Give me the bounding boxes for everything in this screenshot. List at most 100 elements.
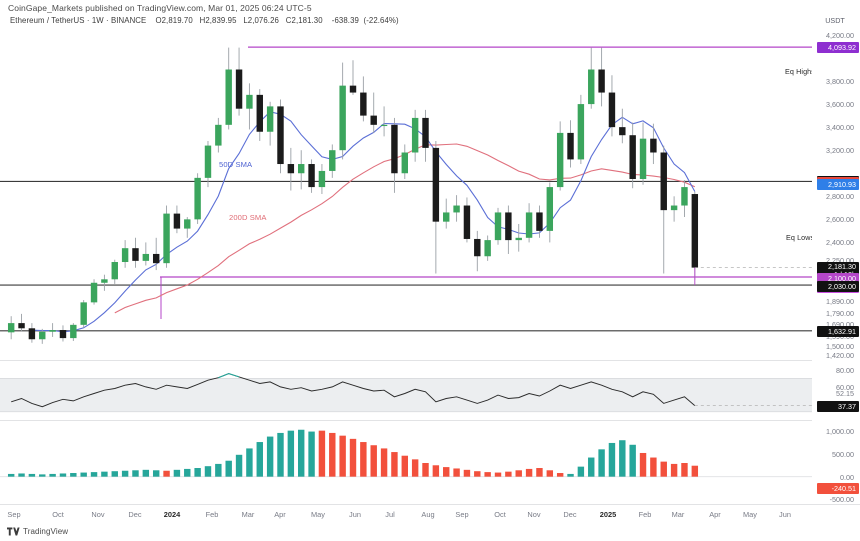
rsi-panel[interactable] <box>0 362 812 420</box>
time-axis-month-label: May <box>743 510 757 519</box>
price-scale[interactable]: USDT 4,200.00 3,800.00 3,600.00 3,400.00 3,2… <box>812 16 860 504</box>
time-axis-month-label: Dec <box>563 510 577 519</box>
time-axis-month-label: Sep <box>455 510 469 519</box>
price-tick: 1,790.00 <box>826 308 854 318</box>
sma200-annotation: 200D SMA <box>229 213 267 222</box>
histogram-bar <box>598 449 605 477</box>
time-axis-month-label: Mar <box>241 510 255 519</box>
candle-body <box>349 85 357 93</box>
eq-highs-annotation: Eq Highs <box>785 67 815 76</box>
rsi-value-pill: 37.37 <box>817 400 859 412</box>
attribution-text: CoinGape_Markets published on TradingVie… <box>8 3 312 13</box>
histogram-bar <box>401 455 409 477</box>
candle-body <box>152 253 160 264</box>
histogram-bar <box>349 438 357 477</box>
candle-body <box>629 135 636 180</box>
candle-body <box>18 323 25 329</box>
histogram-panel[interactable] <box>0 422 812 504</box>
histogram-bar <box>484 472 491 477</box>
histogram-bar <box>411 459 419 477</box>
histogram-bar <box>49 473 56 477</box>
histogram-bar <box>380 448 388 477</box>
candle-body <box>287 164 295 174</box>
candle-body <box>422 117 429 148</box>
open-value: 2,819.70 <box>161 16 193 25</box>
close-label: C <box>285 16 292 25</box>
eq-lows-annotation: Eq Lows <box>786 233 815 242</box>
candle-body <box>111 262 118 280</box>
histogram-bar <box>39 474 46 477</box>
price-tick: 2,400.00 <box>826 238 854 248</box>
candle-body <box>360 92 367 116</box>
histogram-bar <box>660 461 667 477</box>
histogram-bar <box>629 444 636 477</box>
high-value: 2,839.95 <box>205 16 237 25</box>
interval-label[interactable]: 1W <box>91 16 104 25</box>
time-axis-month-label: May <box>311 510 325 519</box>
histogram-bar <box>494 472 502 477</box>
candle-body <box>619 127 626 136</box>
histogram-bar <box>111 471 118 477</box>
candle-body <box>391 124 398 174</box>
histogram-bar <box>670 463 678 477</box>
brand-text: TradingView <box>23 527 69 536</box>
time-axis-border <box>0 504 860 505</box>
price-tick: 3,600.00 <box>826 100 854 110</box>
candle-body <box>329 150 336 171</box>
histogram-bar <box>515 470 522 477</box>
time-axis-month-label: Feb <box>638 510 652 519</box>
candle-body <box>453 205 460 213</box>
histogram-bar <box>225 460 232 477</box>
sma50-annotation: 50D SMA <box>219 160 253 169</box>
candle-body <box>70 324 77 339</box>
rsi-tick: 60.00 <box>836 382 854 392</box>
rsi-overbought-segment <box>218 373 240 379</box>
histogram-bar <box>121 470 129 477</box>
tradingview-logo: TradingView <box>7 527 68 536</box>
histogram-bar <box>266 436 274 477</box>
candle-body <box>691 194 699 268</box>
histogram-bar <box>536 468 543 477</box>
time-axis-month-label: Mar <box>671 510 685 519</box>
candle-body <box>546 187 554 231</box>
histogram-bar <box>246 448 253 477</box>
close-value: 2,181.30 <box>291 16 323 25</box>
candle-body <box>184 219 191 229</box>
histogram-bar <box>277 432 284 477</box>
price-tick: 3,800.00 <box>826 77 854 87</box>
price-chart-panel[interactable]: Eq Highs Eq Lows 50D SMA 200D SMA <box>0 28 815 360</box>
rsi-tick: 80.00 <box>836 366 854 376</box>
histogram-bar <box>142 469 150 477</box>
price-tick: 1,420.00 <box>826 351 854 361</box>
price-tick: 3,400.00 <box>826 123 854 133</box>
candle-body <box>173 213 181 229</box>
candle-body <box>567 132 574 160</box>
histogram-bar <box>650 457 657 477</box>
tradingview-mark-icon <box>7 527 20 536</box>
histogram-bar <box>691 465 699 477</box>
sma50-line <box>31 111 696 333</box>
candle-body <box>484 240 491 257</box>
symbol-name[interactable]: Ethereum / TetherUS <box>10 16 85 25</box>
candle-body <box>536 212 543 231</box>
low-label: L <box>243 16 248 25</box>
histogram-bar <box>308 431 315 477</box>
candle-body <box>515 237 522 241</box>
time-axis[interactable]: Sep Oct Nov Dec 2024 Feb Mar Apr May Jun Jul Aug Sep… <box>0 505 812 525</box>
candle-body <box>132 248 139 261</box>
rsi-line <box>11 373 696 408</box>
candle-body <box>28 328 36 340</box>
histogram-bar <box>90 472 98 477</box>
candle-body <box>556 132 564 188</box>
histogram-bar <box>152 470 160 477</box>
time-axis-month-label: Dec <box>128 510 142 519</box>
candle-body <box>204 145 212 178</box>
eq-highs-price-pill: 4,093.92 <box>817 42 859 54</box>
currency-label: USDT <box>825 16 845 25</box>
candle-body <box>411 117 419 153</box>
candle-body <box>443 212 450 222</box>
low-value: 2,076.26 <box>247 16 279 25</box>
candle-body <box>266 106 274 132</box>
panel-divider-histogram <box>0 420 812 421</box>
